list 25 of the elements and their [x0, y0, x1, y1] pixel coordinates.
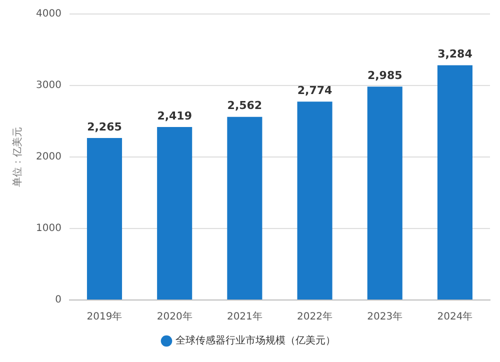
bar: [157, 127, 192, 300]
bar: [437, 65, 472, 300]
bar: [86, 138, 122, 300]
y-tick-label: 4000: [36, 8, 62, 20]
x-tick-label: 2020年: [156, 310, 192, 323]
bar: [297, 102, 332, 300]
data-label: 2,265: [87, 120, 122, 134]
bar: [227, 116, 262, 300]
legend-label: 全球传感器行业市场规模（亿美元）: [176, 334, 336, 347]
y-tick-label: 2000: [36, 152, 62, 163]
y-tick-label: 0: [55, 294, 62, 306]
x-tick-label: 2021年: [226, 310, 262, 323]
x-tick-label: 2024年: [437, 310, 473, 323]
y-axis-title: 单位：亿美元: [12, 127, 24, 187]
data-label: 2,774: [297, 84, 333, 98]
y-tick-label: 1000: [36, 223, 62, 234]
data-label: 2,419: [157, 109, 192, 122]
bar: [367, 86, 402, 300]
data-label: 3,284: [438, 48, 473, 61]
y-tick-label: 3000: [36, 80, 62, 92]
x-tick-label: 2023年: [367, 310, 403, 323]
data-label: 2,562: [227, 99, 262, 112]
x-tick-label: 2022年: [297, 310, 332, 323]
x-tick-label: 2019年: [86, 310, 122, 323]
data-label: 2,985: [367, 68, 402, 82]
